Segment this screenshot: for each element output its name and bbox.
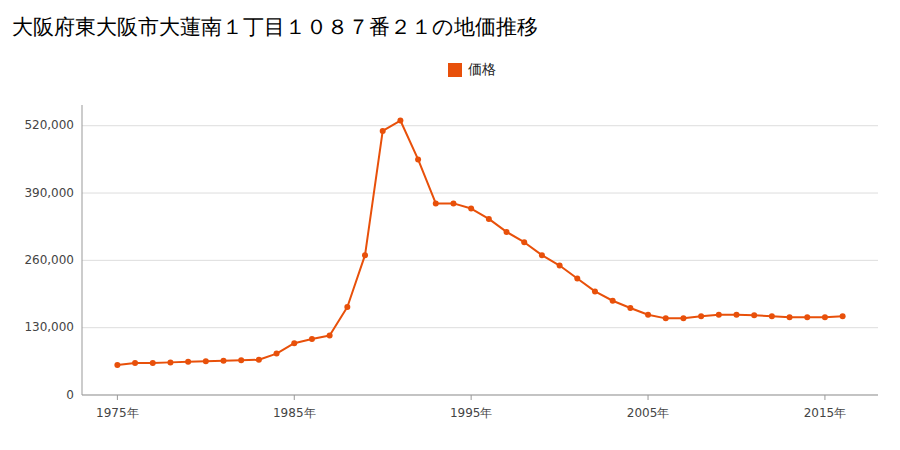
background	[0, 0, 900, 450]
series-point	[663, 315, 669, 321]
series-point	[397, 118, 403, 124]
series-point	[150, 360, 156, 366]
series-point	[680, 315, 686, 321]
series-point	[627, 305, 633, 311]
series-point	[415, 156, 421, 162]
series-point	[450, 200, 456, 206]
series-point	[751, 312, 757, 318]
series-point	[769, 313, 775, 319]
series-point	[167, 359, 173, 365]
x-tick-label: 1975年	[96, 406, 139, 420]
series-line	[117, 121, 842, 365]
series-point	[221, 358, 227, 364]
x-tick-label: 1995年	[450, 406, 493, 420]
series-point	[291, 340, 297, 346]
series-point	[185, 359, 191, 365]
series-point	[486, 216, 492, 222]
series-point	[840, 313, 846, 319]
series-point	[610, 298, 616, 304]
grid-line	[82, 327, 878, 328]
series-point	[557, 263, 563, 269]
series-point	[433, 200, 439, 206]
y-tick-label: 260,000	[24, 253, 74, 267]
series-point	[716, 312, 722, 318]
series-point	[468, 206, 474, 212]
legend-swatch	[448, 63, 462, 77]
x-tick-label: 1985年	[273, 406, 316, 420]
series-point	[521, 239, 527, 245]
title: 大阪府東大阪市大蓮南１丁目１０８７番２１の地価推移	[12, 15, 538, 39]
series-point	[804, 314, 810, 320]
series-point	[132, 360, 138, 366]
series-point	[114, 362, 120, 368]
series-point	[822, 314, 828, 320]
y-tick-label: 0	[66, 388, 74, 402]
series-point	[256, 357, 262, 363]
series-point	[274, 351, 280, 357]
series-point	[698, 313, 704, 319]
plot-marks	[114, 118, 845, 368]
grid-line	[82, 125, 878, 126]
series-point	[733, 312, 739, 318]
series-point	[504, 229, 510, 235]
x-axis-line	[82, 395, 878, 396]
legend: 価格	[448, 61, 496, 77]
series-point	[645, 312, 651, 318]
y-grid	[82, 126, 878, 395]
x-tick	[117, 395, 118, 400]
x-tick	[471, 395, 472, 400]
series-point	[539, 252, 545, 258]
y-tick-label: 130,000	[24, 320, 74, 334]
series-point	[309, 336, 315, 342]
x-tick	[824, 395, 825, 400]
y-tick-label: 390,000	[24, 186, 74, 200]
series-point	[592, 288, 598, 294]
grid-line	[82, 193, 878, 194]
chart: 大阪府東大阪市大蓮南１丁目１０８７番２１の地価推移 0 130,000 260,000…	[0, 0, 900, 450]
series-point	[362, 252, 368, 258]
series-point	[787, 314, 793, 320]
series-point	[238, 357, 244, 363]
series-point	[380, 128, 386, 134]
series-point	[574, 275, 580, 281]
grid-line	[82, 260, 878, 261]
series-point	[203, 358, 209, 364]
x-tick	[294, 395, 295, 400]
series-point	[344, 304, 350, 310]
grid-line	[82, 395, 878, 396]
x-tick-label: 2015年	[804, 406, 847, 420]
y-axis-line	[82, 105, 83, 395]
series-point	[327, 332, 333, 338]
y-tick-label: 520,000	[24, 118, 74, 132]
x-tick-label: 2005年	[627, 406, 670, 420]
x-tick	[648, 395, 649, 400]
legend-label: 価格	[468, 61, 496, 77]
